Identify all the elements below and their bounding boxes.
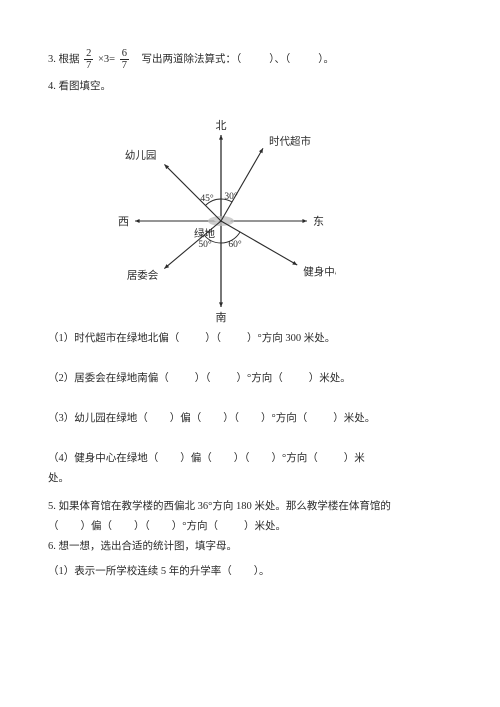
svg-text:幼儿园: 幼儿园	[125, 148, 157, 161]
q6-label: 6. 想一想，选出合适的统计图，填字母。	[48, 541, 237, 552]
svg-text:健身中心: 健身中心	[303, 265, 336, 278]
svg-text:居委会: 居委会	[127, 269, 159, 282]
svg-text:北: 北	[216, 119, 227, 132]
svg-text:西: 西	[118, 216, 129, 228]
compass-diagram: 北南东西绿地幼儿园45°时代超市30°居委会50°健身中心60°	[106, 109, 336, 325]
svg-text:30°: 30°	[224, 191, 238, 202]
q3-label: 3. 根据	[48, 54, 80, 65]
svg-text:时代超市: 时代超市	[269, 134, 311, 147]
q3-equation: 2 7 ×3= 6 7	[82, 48, 131, 71]
compass-diagram-wrap: 北南东西绿地幼儿园45°时代超市30°居委会50°健身中心60°	[48, 103, 456, 329]
q4-sub2: （2）居委会在绿地南偏（）（）°方向（）米处。	[48, 369, 456, 389]
question-5: 5. 如果体育馆在教学楼的西偏北 36°方向 180 米处。那么教学楼在体育馆的…	[48, 497, 456, 537]
svg-text:45°: 45°	[200, 193, 214, 204]
exam-page: 3. 根据 2 7 ×3= 6 7 写出两道除法算式：（）、（）。 4. 看图填…	[0, 0, 500, 582]
question-4: 4. 看图填空。	[48, 77, 456, 97]
svg-text:东: 东	[313, 215, 324, 228]
q3-frac1: 2 7	[84, 48, 93, 71]
q4-label: 4. 看图填空。	[48, 81, 111, 92]
svg-text:50°: 50°	[198, 239, 212, 250]
svg-text:南: 南	[216, 311, 227, 324]
question-6: 6. 想一想，选出合适的统计图，填字母。	[48, 537, 456, 557]
question-3: 3. 根据 2 7 ×3= 6 7 写出两道除法算式：（）、（）。	[48, 48, 456, 71]
q3-frac2: 6 7	[120, 48, 129, 71]
svg-text:60°: 60°	[228, 239, 242, 250]
q4-sub4: （4）健身中心在绿地（）偏（）（）°方向（）米 处。	[48, 449, 456, 489]
q4-sub3: （3）幼儿园在绿地（）偏（）（）°方向（）米处。	[48, 409, 456, 429]
q6-sub1: （1）表示一所学校连续 5 年的升学率（）。	[48, 562, 456, 582]
q4-sub1: （1）时代超市在绿地北偏（）（）°方向 300 米处。	[48, 329, 456, 349]
